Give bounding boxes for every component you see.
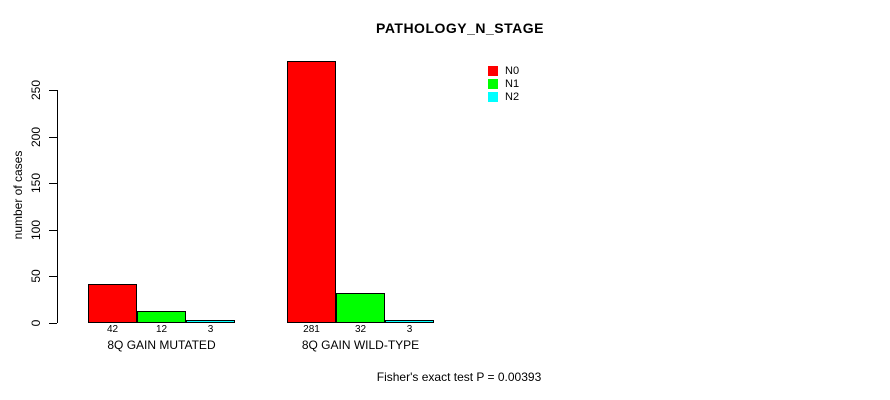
- y-axis-line: [57, 90, 58, 323]
- legend-swatch-n0: [488, 66, 498, 76]
- bar-value-label: 281: [303, 324, 320, 335]
- y-axis-tick-label: 200: [29, 126, 43, 147]
- bar-value-label: 42: [106, 324, 119, 335]
- bar-n1-mutated: [137, 311, 186, 323]
- y-axis-label: number of cases: [11, 150, 25, 240]
- y-axis-tick-label: 50: [29, 269, 43, 283]
- y-axis-tick: [49, 322, 57, 324]
- legend-item-n1: N1: [488, 78, 520, 90]
- fisher-test-annotation: Fisher's exact test P = 0.00393: [376, 370, 542, 384]
- bar-value-label: 12: [155, 324, 168, 335]
- y-axis-tick: [49, 136, 57, 138]
- legend-swatch-n2: [488, 92, 498, 102]
- legend: N0 N1 N2: [488, 65, 520, 103]
- bar-value-label: 3: [207, 324, 214, 335]
- bar-n0-wildtype: [287, 61, 336, 323]
- legend-label-n2: N2: [505, 91, 520, 103]
- y-axis-tick: [49, 183, 57, 185]
- bar-value-label: 32: [354, 324, 367, 335]
- legend-swatch-n1: [488, 79, 498, 89]
- category-label-mutated: 8Q GAIN MUTATED: [107, 338, 216, 352]
- chart-title: PATHOLOGY_N_STAGE: [376, 20, 544, 36]
- y-axis-tick-label: 0: [29, 319, 43, 326]
- legend-item-n2: N2: [488, 91, 520, 103]
- legend-label-n0: N0: [505, 65, 520, 77]
- category-label-wildtype: 8Q GAIN WILD-TYPE: [301, 338, 420, 352]
- bar-n2-wildtype: [385, 319, 434, 323]
- y-axis-tick-label: 250: [29, 80, 43, 101]
- legend-label-n1: N1: [505, 78, 520, 90]
- y-axis-tick-label: 150: [29, 173, 43, 194]
- y-axis-tick: [49, 90, 57, 92]
- bar-n0-mutated: [88, 283, 137, 323]
- y-axis-tick-label: 100: [29, 219, 43, 240]
- bar-value-label: 3: [406, 324, 413, 335]
- legend-item-n0: N0: [488, 65, 520, 77]
- y-axis-tick: [49, 229, 57, 231]
- y-axis-tick: [49, 276, 57, 278]
- bar-n2-mutated: [186, 319, 235, 323]
- bar-n1-wildtype: [336, 292, 385, 323]
